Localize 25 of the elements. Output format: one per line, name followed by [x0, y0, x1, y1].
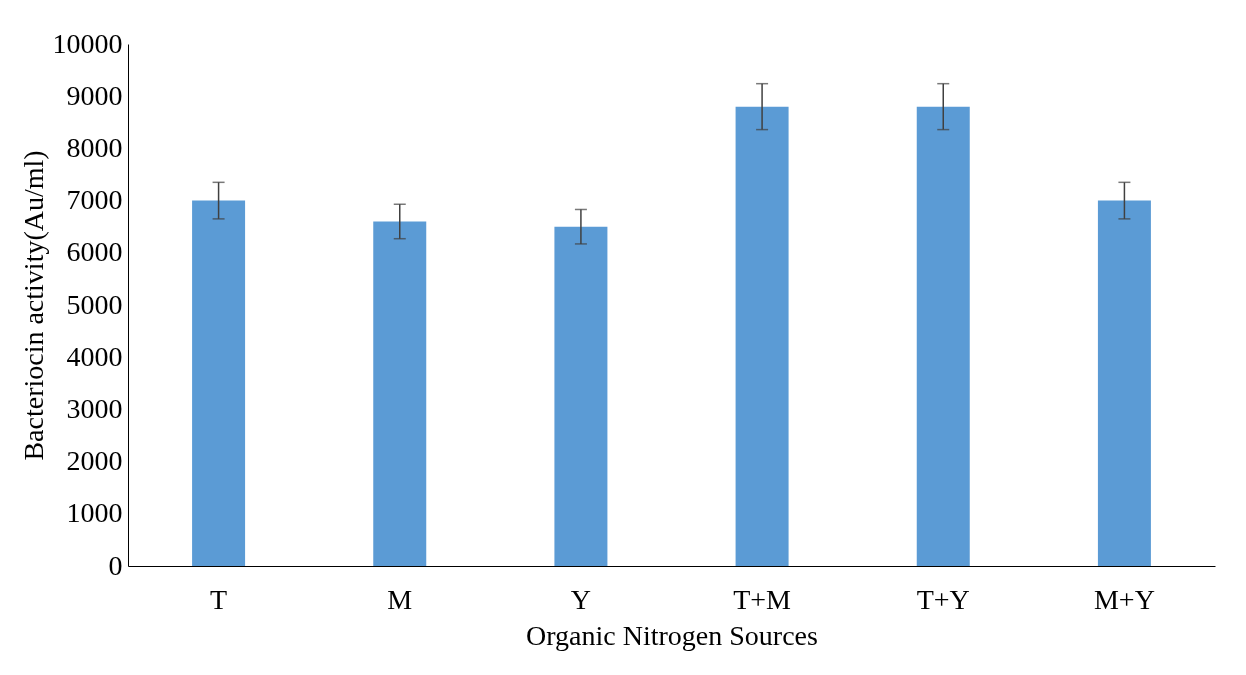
- y-tick-label: 1000: [66, 497, 123, 529]
- bar: [735, 106, 789, 566]
- y-tick-label: 6000: [66, 236, 123, 268]
- y-tick-label: 8000: [66, 131, 123, 163]
- x-tick-label: T+Y: [916, 583, 970, 615]
- bar: [1097, 200, 1151, 566]
- bar: [554, 226, 608, 566]
- y-tick-label: 5000: [66, 288, 123, 320]
- y-tick-label: 9000: [66, 79, 123, 111]
- bar: [373, 221, 427, 566]
- x-tick-label: M: [387, 583, 413, 615]
- x-tick-label: Y: [570, 583, 592, 615]
- x-tick-label: T: [210, 583, 228, 615]
- bar: [916, 106, 970, 566]
- y-tick-label: 2000: [66, 445, 123, 477]
- y-tick-label: 10000: [52, 27, 123, 59]
- x-tick-label: M+Y: [1093, 583, 1155, 615]
- bar: [192, 200, 246, 566]
- y-tick-label: 0: [108, 549, 123, 581]
- x-axis-title: Organic Nitrogen Sources: [526, 619, 818, 651]
- y-tick-label: 4000: [66, 340, 123, 372]
- y-tick-label: 3000: [66, 392, 123, 424]
- y-axis-title: Bacteriocin activity(Au/ml): [17, 150, 49, 461]
- y-tick-label: 7000: [66, 184, 123, 216]
- x-tick-label: T+M: [733, 583, 792, 615]
